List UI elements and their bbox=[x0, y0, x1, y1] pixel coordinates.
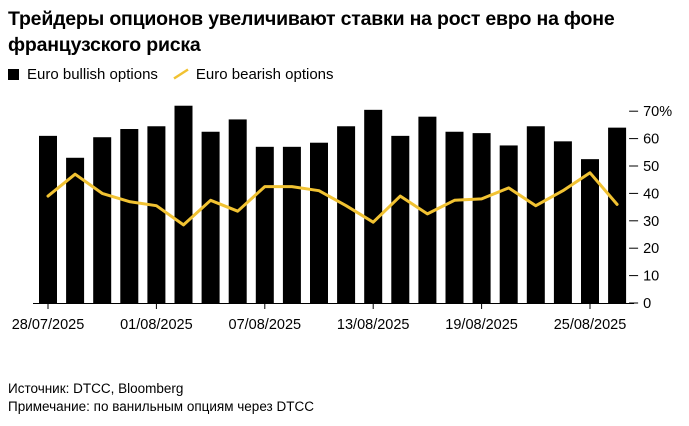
y-tick-label-0: 0 bbox=[643, 296, 651, 312]
bar-series bbox=[39, 105, 627, 304]
bar-11-08 bbox=[310, 142, 328, 303]
bar-29-07 bbox=[66, 157, 85, 303]
chart-plot: 0 10 20 30 40 50 60 70% 28/07/2025 01/08/2025 07/0… bbox=[12, 104, 673, 333]
bar-30-07 bbox=[93, 137, 112, 303]
bar-18-08 bbox=[445, 131, 464, 303]
bar-26-08 bbox=[608, 127, 627, 303]
chart-title: Трейдеры опционов увеличивают ставки на … bbox=[8, 8, 615, 56]
bar-swatch-icon bbox=[8, 68, 19, 80]
bar-15-08 bbox=[418, 116, 437, 304]
x-tick-label-20: 25/08/2025 bbox=[554, 317, 627, 333]
y-tick-label-10: 10 bbox=[643, 269, 659, 285]
y-tick-label-40: 40 bbox=[643, 186, 659, 202]
x-tick-label-12: 13/08/2025 bbox=[337, 317, 410, 333]
legend-item-bullish: Euro bullish options bbox=[8, 66, 158, 83]
bar-19-08 bbox=[472, 133, 491, 303]
axes: 0 10 20 30 40 50 60 70% 28/07/2025 01/08/2025 07/0… bbox=[12, 104, 673, 333]
y-tick-label-50: 50 bbox=[643, 159, 659, 175]
bar-12-08 bbox=[337, 126, 356, 304]
bar-14-08 bbox=[391, 135, 410, 303]
y-tick-label-70: 70% bbox=[643, 104, 672, 120]
x-tick-label-16: 19/08/2025 bbox=[445, 317, 518, 333]
legend: Euro bullish options Euro bearish option… bbox=[8, 64, 348, 84]
x-tick-label-4: 01/08/2025 bbox=[120, 317, 193, 333]
bar-07-08 bbox=[255, 146, 274, 303]
bar-22-08 bbox=[553, 141, 572, 303]
methodology-note: Примечание: по ванильным опциям через DT… bbox=[8, 399, 314, 414]
source-note: Источник: DTCC, Bloomberg bbox=[8, 381, 184, 396]
bar-25-08 bbox=[581, 159, 599, 303]
x-tick-label-0: 28/07/2025 bbox=[12, 317, 85, 333]
x-tick-label-8: 07/08/2025 bbox=[229, 317, 302, 333]
bar-13-08 bbox=[364, 109, 383, 303]
line-series bbox=[46, 171, 619, 227]
footer: Источник: DTCC, Bloomberg Примечание: по… bbox=[8, 380, 314, 416]
legend-label-bullish: Euro bullish options bbox=[27, 65, 158, 83]
bearish-options-line bbox=[46, 171, 619, 227]
legend-label-bearish: Euro bearish options bbox=[195, 65, 334, 83]
bar-28-07 bbox=[39, 135, 57, 303]
y-tick-label-30: 30 bbox=[643, 214, 659, 230]
bar-21-08 bbox=[526, 126, 545, 304]
y-tick-label-60: 60 bbox=[643, 132, 659, 148]
line-swatch-icon bbox=[173, 68, 189, 80]
y-tick-label-20: 20 bbox=[643, 241, 659, 257]
bar-04-08 bbox=[174, 105, 193, 303]
bar-08-08 bbox=[282, 146, 301, 303]
bar-05-08 bbox=[201, 131, 220, 303]
legend-item-bearish: Euro bearish options bbox=[172, 66, 334, 83]
bar-20-08 bbox=[499, 145, 518, 303]
bar-31-07 bbox=[120, 129, 139, 303]
bar-01-08 bbox=[147, 126, 166, 304]
